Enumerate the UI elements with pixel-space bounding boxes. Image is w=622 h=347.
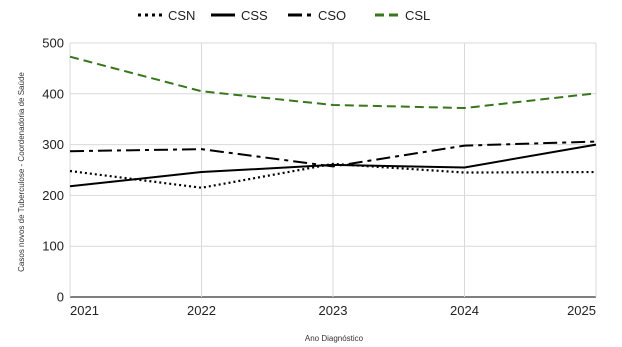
series-line-csn <box>69 162 597 189</box>
x-tick-label: 2022 <box>187 303 216 318</box>
legend-label: CSL <box>405 8 430 23</box>
x-axis-title: Ano Diagnóstico <box>305 334 364 343</box>
legend: CSN CSS CSO CSL <box>138 8 430 23</box>
y-axis-ticks: 0 100 200 300 400 500 <box>42 36 64 305</box>
y-axis-title: Casos novos de Tuberculose - Coordenador… <box>17 72 26 272</box>
legend-label: CSS <box>241 8 268 23</box>
x-tick-label: 2024 <box>450 303 479 318</box>
y-tick-label: 500 <box>42 36 64 51</box>
series-line-csl <box>69 55 597 110</box>
y-tick-label: 300 <box>42 137 64 152</box>
x-tick-label: 2023 <box>319 303 348 318</box>
y-tick-label: 200 <box>42 188 64 203</box>
legend-label: CSN <box>168 8 195 23</box>
y-tick-label: 0 <box>57 290 64 305</box>
y-tick-label: 400 <box>42 86 64 101</box>
series-line-cso <box>69 140 597 168</box>
grid-lines <box>69 42 597 298</box>
x-tick-label: 2025 <box>567 303 596 318</box>
series-lines <box>69 55 597 189</box>
series-line-css <box>69 143 597 188</box>
x-tick-label: 2021 <box>70 303 99 318</box>
y-tick-label: 100 <box>42 239 64 254</box>
legend-label: CSO <box>318 8 346 23</box>
x-axis-ticks: 2021 2022 2023 2024 2025 <box>70 303 596 318</box>
